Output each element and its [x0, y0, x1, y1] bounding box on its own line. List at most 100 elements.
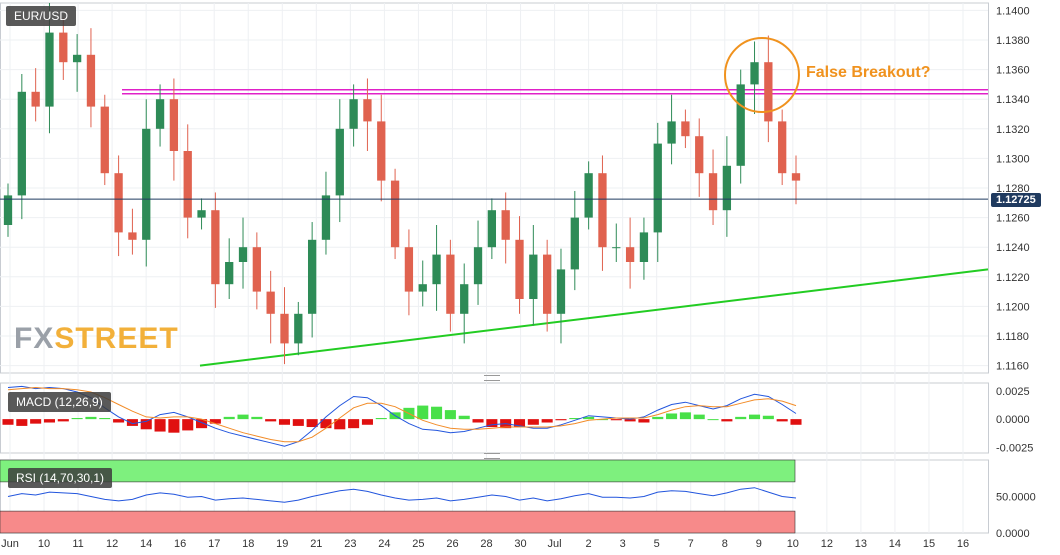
macd-histogram-bar: [361, 419, 373, 425]
macd-histogram-bar: [2, 419, 14, 425]
macd-histogram-bar: [652, 416, 664, 420]
macd-histogram-bar: [693, 414, 705, 420]
macd-resize-handle[interactable]: [484, 375, 500, 381]
macd-histogram-bar: [251, 416, 263, 420]
y-tick-label: 1.1180: [996, 331, 1029, 343]
candle-body: [722, 165, 732, 211]
macd-histogram-bar: [666, 413, 678, 420]
macd-histogram-bar: [30, 419, 42, 424]
y-tick-label: 1.1260: [996, 213, 1030, 225]
x-tick-label: 8: [722, 538, 728, 550]
macd-panel-title: MACD (12,26,9): [8, 392, 111, 412]
support-trendline: [199, 268, 989, 367]
x-tick-label: 30: [514, 538, 526, 550]
candle-body: [404, 247, 414, 292]
false-breakout-circle: [724, 37, 800, 113]
x-tick-label: 15: [923, 538, 935, 550]
candle-body: [100, 106, 109, 174]
candle-body: [473, 247, 483, 285]
macd-histogram-bar: [223, 416, 235, 420]
x-tick-label: 21: [310, 538, 322, 550]
price-panel-title: EUR/USD: [6, 6, 77, 26]
x-tick-label: 9: [756, 538, 762, 550]
macd-signal-line: [7, 386, 797, 443]
macd-histogram-bar: [154, 419, 166, 432]
macd-histogram-bar: [417, 405, 429, 420]
x-tick-label: 19: [276, 538, 288, 550]
macd-histogram-bar: [513, 419, 526, 428]
macd-histogram-bar: [486, 419, 498, 428]
candle-body: [584, 173, 593, 218]
candle-body: [708, 173, 718, 211]
x-tick-label: 23: [344, 538, 356, 550]
x-tick-label: Jun: [1, 538, 19, 550]
candle-body: [377, 121, 386, 181]
candle-body: [543, 254, 552, 314]
x-tick-label: 5: [654, 538, 660, 550]
candle-body: [197, 210, 206, 218]
macd-histogram-bar: [610, 419, 622, 421]
candle-body: [639, 232, 649, 262]
macd-histogram-bar: [375, 418, 387, 420]
candle-body: [114, 173, 123, 233]
candle-body: [515, 239, 524, 299]
macd-histogram-bar: [16, 419, 28, 426]
macd-histogram-bar: [99, 418, 111, 420]
candle-body: [778, 121, 787, 174]
macd-panel-frame: [0, 382, 989, 454]
candle-body: [321, 195, 331, 240]
macd-histogram-bar: [762, 415, 774, 420]
x-tick-label: 16: [174, 538, 186, 550]
macd-histogram-bar: [348, 419, 360, 429]
rsi-y-tick-label: 0.0000: [996, 528, 1030, 540]
candle-body: [17, 91, 26, 196]
macd-histogram-bar: [196, 419, 208, 429]
candle-body: [501, 210, 510, 240]
x-tick-label: 26: [446, 538, 458, 550]
macd-histogram-bar: [679, 412, 691, 420]
candle-body: [238, 247, 248, 262]
x-tick-label: 16: [957, 538, 969, 550]
candle-body: [59, 32, 68, 63]
x-tick-label: 25: [412, 538, 424, 550]
x-tick-label: 10: [38, 538, 50, 550]
x-tick-label: 3: [620, 538, 626, 550]
macd-histogram-bar: [113, 419, 125, 423]
x-tick-label: 11: [72, 538, 83, 550]
x-tick-label: 13: [855, 538, 867, 550]
candle-body: [183, 151, 192, 218]
macd-histogram-bar: [776, 419, 788, 422]
candle-body: [570, 217, 579, 270]
rsi-resize-handle[interactable]: [484, 453, 500, 459]
macd-histogram-bar: [71, 418, 83, 420]
macd-histogram-bar: [472, 419, 484, 423]
candle-body: [307, 239, 317, 314]
rsi-y-tick-label: 50.0000: [996, 492, 1036, 504]
macd-y-tick-label: 0.0000: [996, 414, 1030, 426]
candle-body: [86, 54, 96, 107]
y-tick-label: 1.1160: [996, 361, 1029, 373]
candle-body: [128, 232, 137, 240]
x-tick-label: 14: [140, 538, 152, 550]
y-tick-label: 1.1320: [996, 124, 1030, 136]
candle-body: [667, 121, 676, 144]
candle-body: [266, 291, 275, 314]
macd-histogram-bar: [527, 419, 539, 425]
x-tick-label: 17: [208, 538, 220, 550]
candle-body: [791, 173, 801, 181]
macd-histogram-bar: [209, 419, 221, 424]
macd-histogram-bar: [569, 418, 581, 420]
fxstreet-watermark: FXSTREET: [14, 322, 179, 355]
candle-body: [294, 313, 303, 344]
macd-histogram-bar: [306, 419, 318, 428]
macd-histogram-bar: [458, 415, 470, 420]
y-tick-label: 1.1280: [996, 183, 1030, 195]
candle-body: [142, 128, 151, 240]
false-breakout-annotation: False Breakout?: [806, 64, 931, 81]
rsi-panel-title: RSI (14,70,30,1): [8, 468, 113, 488]
macd-histogram-bar: [624, 419, 636, 422]
candle-body: [750, 62, 759, 85]
x-tick-label: 24: [378, 538, 390, 550]
candle-body: [695, 136, 704, 174]
y-tick-label: 1.1380: [996, 35, 1030, 47]
